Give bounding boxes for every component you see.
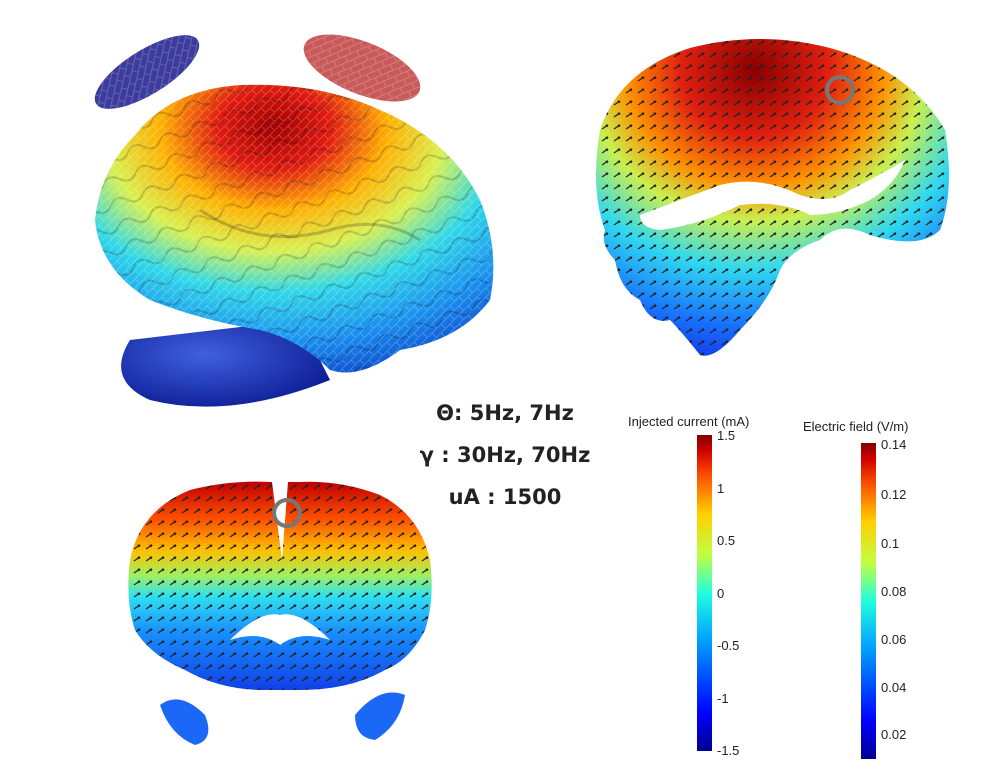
- amplitude-value: uA : 1500: [448, 485, 562, 509]
- current-tick: 0: [717, 586, 725, 601]
- field-tick: 0.02: [881, 727, 907, 742]
- field-tick: 0.12: [881, 487, 907, 502]
- current-tick: 0.5: [717, 533, 736, 548]
- coronal-slice: [128, 481, 432, 745]
- brain-3d-surface: [95, 84, 494, 407]
- sagittal-slice: [596, 39, 949, 356]
- field-colorbar-title: Electric field (V/m): [803, 419, 909, 434]
- current-colorbar-title: Injected current (mA): [628, 414, 750, 429]
- current-tick: 1.5: [717, 428, 736, 443]
- field-tick: 0.04: [881, 680, 907, 695]
- current-tick: -1.5: [717, 743, 740, 758]
- stimulation-parameters: Θ: 5Hz, 7Hz γ : 30Hz, 70Hz uA : 1500: [395, 392, 615, 518]
- current-colorbar: [697, 435, 712, 751]
- current-tick: -1: [717, 691, 729, 706]
- field-colorbar: [861, 443, 876, 759]
- field-tick: 0.14: [881, 437, 907, 452]
- current-tick: 1: [717, 481, 725, 496]
- current-tick: -0.5: [717, 638, 740, 653]
- field-tick: 0.06: [881, 632, 907, 647]
- field-tick: 0.08: [881, 584, 907, 599]
- field-tick: 0.1: [881, 536, 900, 551]
- cathode-electrode: [94, 35, 200, 109]
- gamma-frequencies: γ : 30Hz, 70Hz: [419, 443, 591, 467]
- theta-frequencies: Θ: 5Hz, 7Hz: [436, 401, 574, 425]
- anode-electrode: [303, 34, 421, 102]
